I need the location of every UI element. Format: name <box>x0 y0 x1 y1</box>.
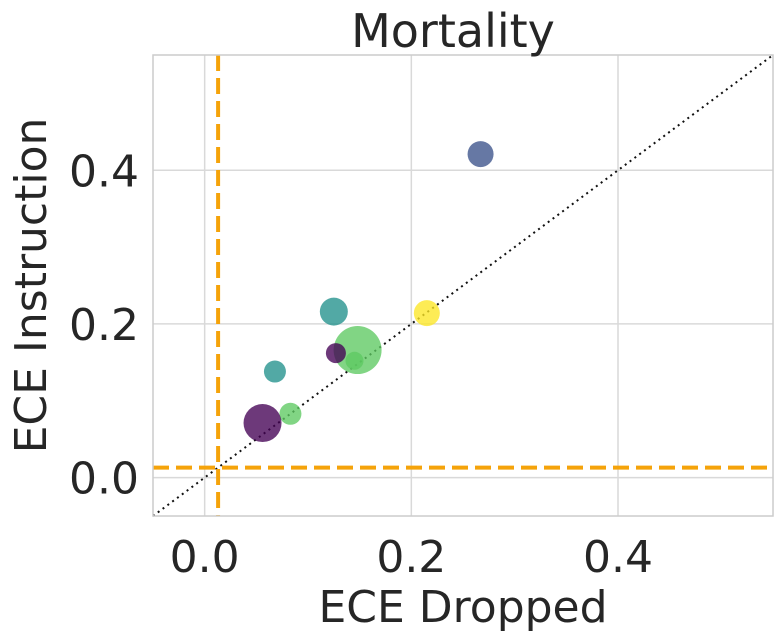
data-point <box>263 360 286 383</box>
y-tick-label: 0.4 <box>69 146 139 197</box>
data-point <box>279 402 302 425</box>
data-points <box>243 141 494 443</box>
y-axis-label: ECE Instruction <box>6 118 57 454</box>
plot-frame <box>152 54 774 517</box>
x-axis-label: ECE Dropped <box>318 582 607 633</box>
y-tick-label: 0.2 <box>69 300 139 351</box>
data-point <box>319 297 348 326</box>
x-tick-labels: 0.0 0.2 0.4 <box>170 532 653 583</box>
x-tick-label: 0.0 <box>170 532 240 583</box>
data-point <box>325 343 346 364</box>
data-point <box>413 300 440 327</box>
x-tick-label: 0.2 <box>376 532 446 583</box>
reference-lines <box>152 54 774 517</box>
x-tick-label: 0.4 <box>583 532 653 583</box>
grid <box>153 55 773 516</box>
chart-title: Mortality <box>351 4 555 58</box>
diagonal-line <box>152 54 774 517</box>
data-point <box>467 141 494 168</box>
data-point <box>345 351 364 370</box>
y-tick-label: 0.0 <box>69 454 139 505</box>
y-tick-labels: 0.0 0.2 0.4 <box>69 146 139 504</box>
data-point <box>243 404 282 443</box>
